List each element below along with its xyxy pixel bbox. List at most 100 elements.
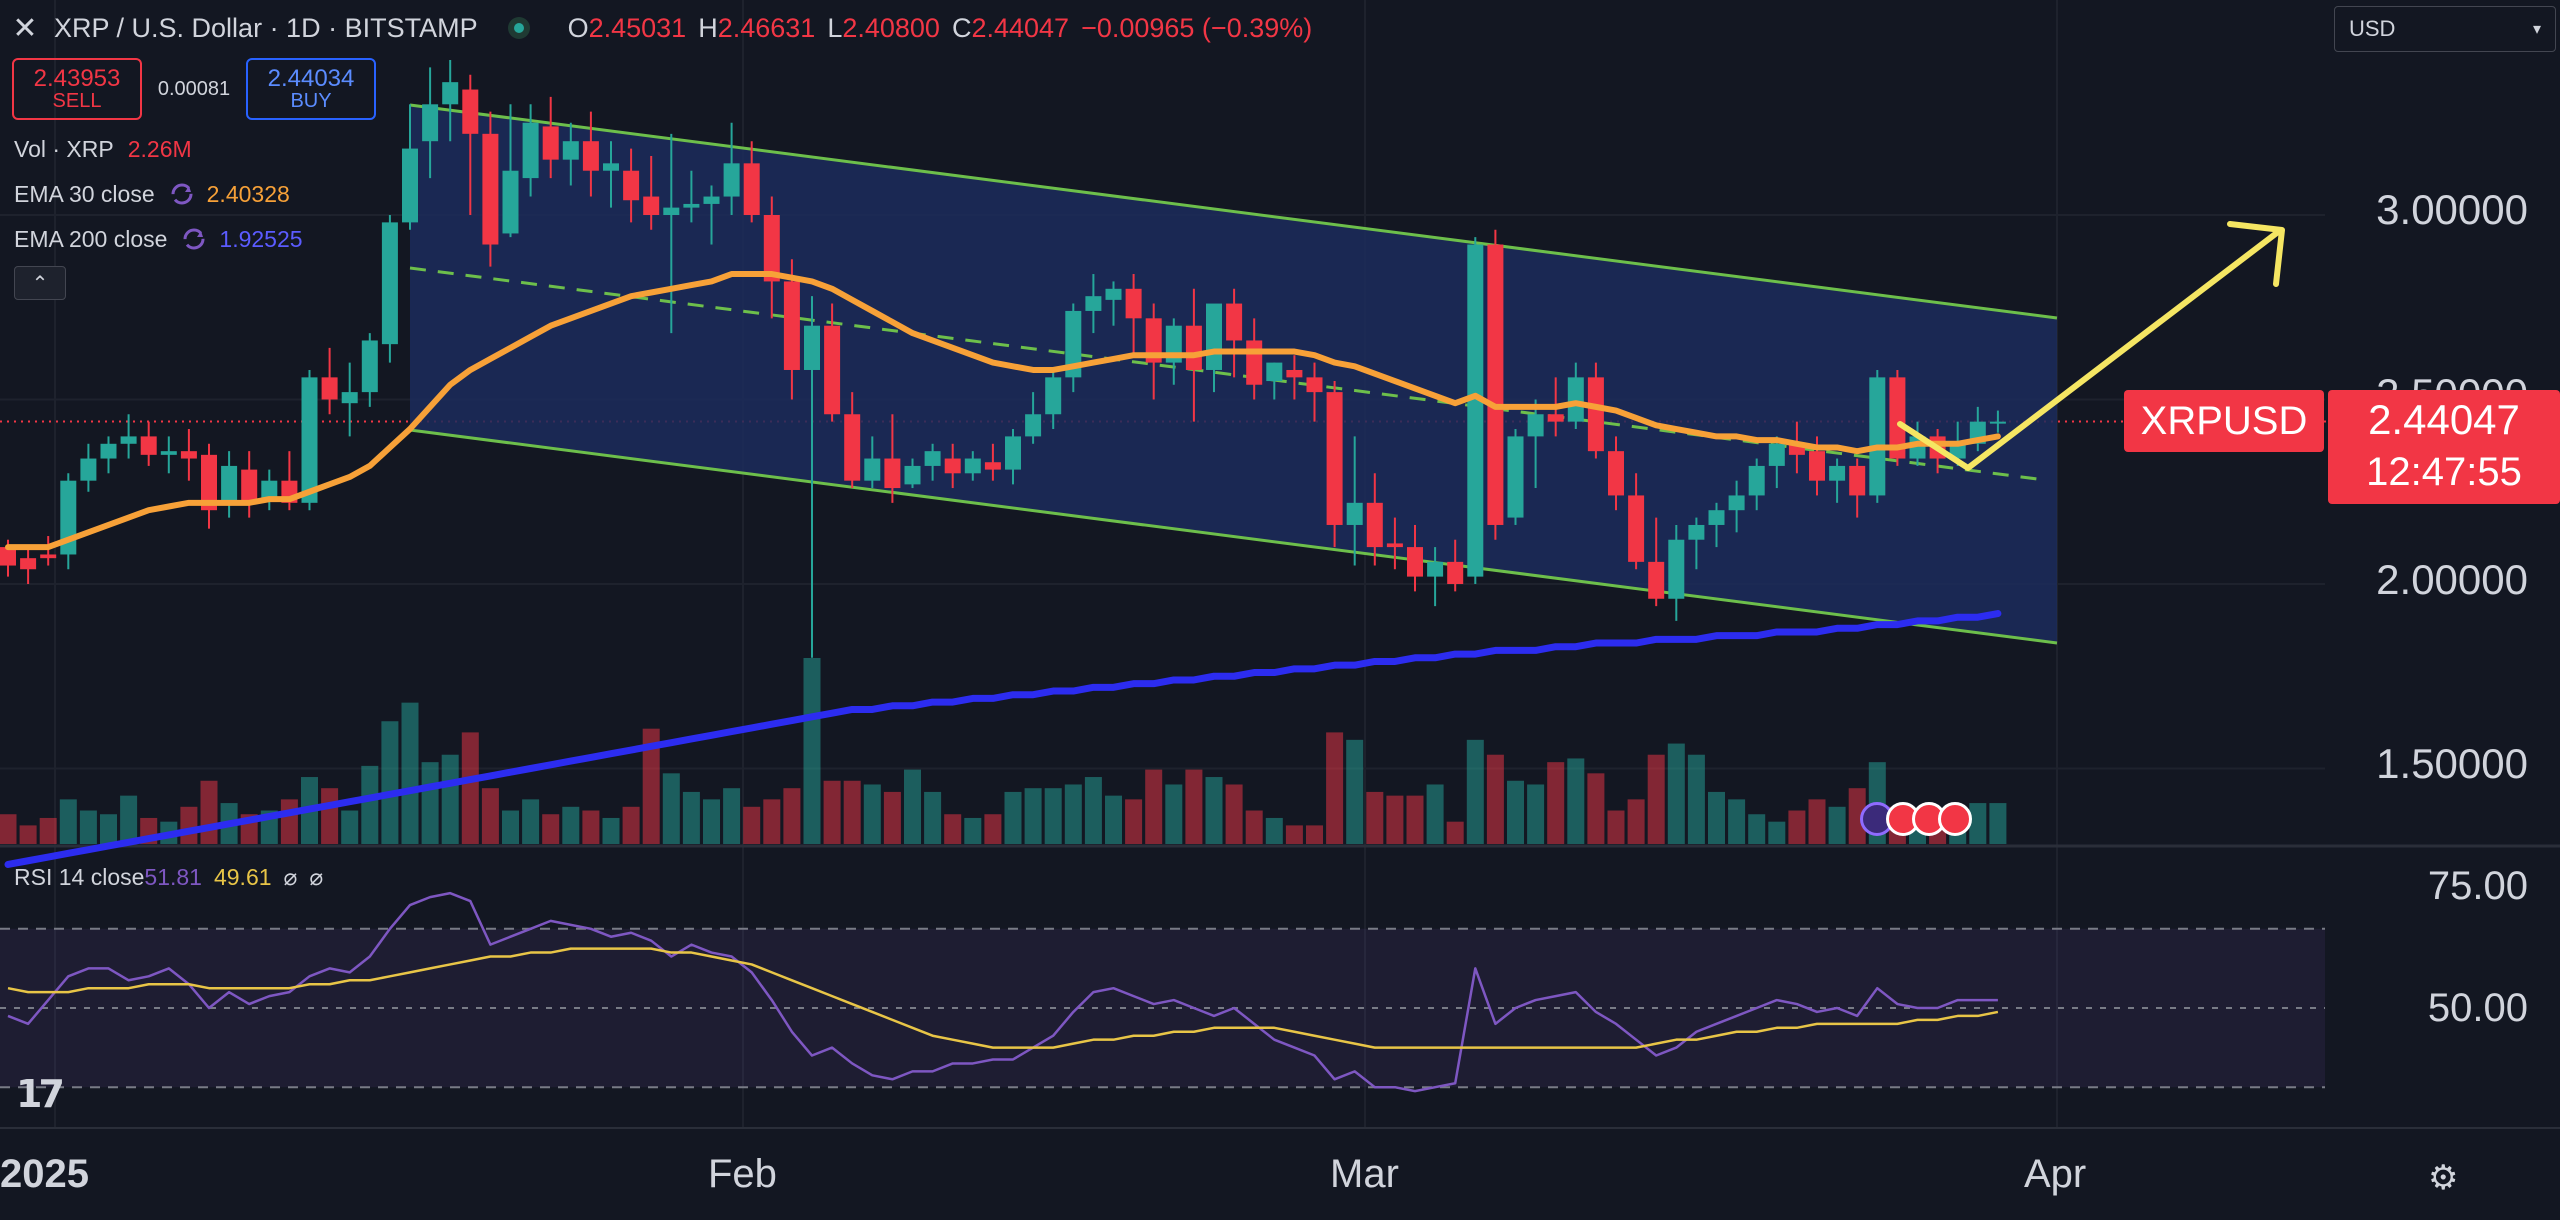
volume-bar-66 xyxy=(1326,732,1344,844)
collapse-legend-button[interactable]: ⌃ xyxy=(14,266,66,300)
candle-47 xyxy=(944,443,961,489)
ohlc-open-value: 2.45031 xyxy=(588,12,687,43)
candle-80 xyxy=(1608,436,1624,511)
candle-41 xyxy=(824,303,841,422)
candle-body-73 xyxy=(1467,244,1484,577)
chevron-down-icon: ▾ xyxy=(2532,21,2541,38)
volume-bar-76 xyxy=(1527,784,1545,844)
candle-5 xyxy=(100,436,117,474)
volume-bar-92 xyxy=(1848,788,1866,844)
candle-body-40 xyxy=(804,325,820,370)
volume-bar-69 xyxy=(1386,795,1404,844)
rsi-na-value-1: ⌀ xyxy=(283,863,298,890)
candle-body-56 xyxy=(1125,288,1142,319)
volume-bar-50 xyxy=(1004,791,1022,844)
volume-bar-39 xyxy=(783,788,801,844)
candle-body-97 xyxy=(1949,443,1966,459)
candle-body-52 xyxy=(1045,377,1062,415)
candle-body-84 xyxy=(1688,524,1705,540)
sell-button[interactable]: 2.43953 SELL xyxy=(12,58,142,120)
rsi-legend[interactable]: RSI 14 close 51.81 49.61 ⌀ ⌀ xyxy=(14,862,323,892)
candle-56 xyxy=(1125,274,1142,356)
candle-body-12 xyxy=(241,469,258,503)
candle-26 xyxy=(522,104,539,197)
buy-button[interactable]: 2.44034 BUY xyxy=(246,58,376,120)
tradingview-logo[interactable]: 17 xyxy=(16,1072,65,1116)
candle-body-13 xyxy=(261,480,278,500)
candle-body-64 xyxy=(1286,369,1303,378)
y-axis-label-3: 3.00000 xyxy=(2376,186,2528,233)
volume-bar-98 xyxy=(1969,803,1987,844)
chevron-up-icon: ⌃ xyxy=(31,272,49,295)
candle-18 xyxy=(361,333,378,407)
volume-bar-3 xyxy=(59,799,77,844)
candle-84 xyxy=(1688,517,1705,570)
symbol-title[interactable]: XRP / U.S. Dollar · 1D · BITSTAMP xyxy=(54,12,478,43)
candle-body-41 xyxy=(824,325,841,415)
ohlc-open-key: O xyxy=(567,12,589,43)
change-value: −0.00965 (−0.39%) xyxy=(1081,12,1313,43)
trade-panel: 2.43953 SELL 0.00081 2.44034 BUY xyxy=(12,58,376,120)
y-axis-label-1-5: 1.50000 xyxy=(2376,740,2528,787)
ema30-legend[interactable]: EMA 30 close 2.40328 xyxy=(14,179,290,209)
volume-bar-44 xyxy=(883,791,901,844)
candle-99 xyxy=(1989,410,2006,433)
candle-75 xyxy=(1507,429,1524,525)
candle-64 xyxy=(1286,355,1303,400)
candle-30 xyxy=(603,141,619,208)
volume-bar-72 xyxy=(1446,821,1464,844)
candle-83 xyxy=(1668,524,1685,621)
close-icon[interactable]: ✕ xyxy=(12,11,38,45)
volume-bar-88 xyxy=(1768,821,1786,844)
candle-49 xyxy=(984,443,1001,481)
candle-body-38 xyxy=(763,215,780,282)
candle-body-89 xyxy=(1788,443,1805,455)
current-price-label: 2.44047 12:47:55 xyxy=(2328,390,2560,504)
us-flag-icon[interactable] xyxy=(1938,802,1972,836)
candle-54 xyxy=(1085,274,1102,334)
candle-body-31 xyxy=(623,170,640,201)
candle-92 xyxy=(1849,458,1866,518)
candle-19 xyxy=(381,215,398,363)
channel-lower-line xyxy=(409,428,2058,645)
candle-body-53 xyxy=(1065,310,1082,378)
volume-bar-57 xyxy=(1145,769,1163,844)
candle-85 xyxy=(1708,502,1725,548)
volume-bar-85 xyxy=(1708,791,1725,844)
settings-gear-icon[interactable]: ⚙ xyxy=(2428,1159,2459,1197)
volume-bar-89 xyxy=(1788,810,1806,844)
volume-legend[interactable]: Vol · XRP 2.26M xyxy=(14,134,192,164)
volume-bar-38 xyxy=(763,799,781,844)
volume-bar-47 xyxy=(944,814,962,844)
volume-bar-5 xyxy=(100,814,117,844)
channel-upper-line xyxy=(409,103,2058,320)
candle-4 xyxy=(80,443,97,492)
candle-39 xyxy=(783,259,800,400)
candle-body-37 xyxy=(743,163,760,215)
candle-body-55 xyxy=(1105,288,1122,300)
volume-legend-label: Vol · XRP xyxy=(14,135,114,162)
candle-body-75 xyxy=(1507,436,1524,518)
candle-body-94 xyxy=(1889,377,1906,459)
candle-42 xyxy=(844,392,861,489)
candle-body-25 xyxy=(502,170,519,234)
currency-select[interactable]: USD ▾ xyxy=(2334,6,2556,52)
buy-price: 2.44034 xyxy=(267,64,355,92)
candle-body-69 xyxy=(1386,543,1403,548)
candle-44 xyxy=(884,414,901,503)
candle-65 xyxy=(1306,362,1323,422)
ema30-legend-value: 2.40328 xyxy=(206,180,290,207)
ema200-legend[interactable]: EMA 200 close 1.92525 xyxy=(14,224,303,254)
candle-33 xyxy=(663,133,680,334)
candle-body-65 xyxy=(1306,377,1323,393)
volume-bar-90 xyxy=(1808,799,1826,844)
spread-value: 0.00081 xyxy=(157,77,231,100)
candle-32 xyxy=(643,155,660,230)
event-badges[interactable] xyxy=(1860,802,1972,836)
candle-48 xyxy=(964,451,981,481)
candle-body-2 xyxy=(40,554,57,559)
market-status-icon xyxy=(507,17,530,39)
volume-bar-9 xyxy=(180,806,198,844)
volume-bar-55 xyxy=(1105,795,1122,844)
